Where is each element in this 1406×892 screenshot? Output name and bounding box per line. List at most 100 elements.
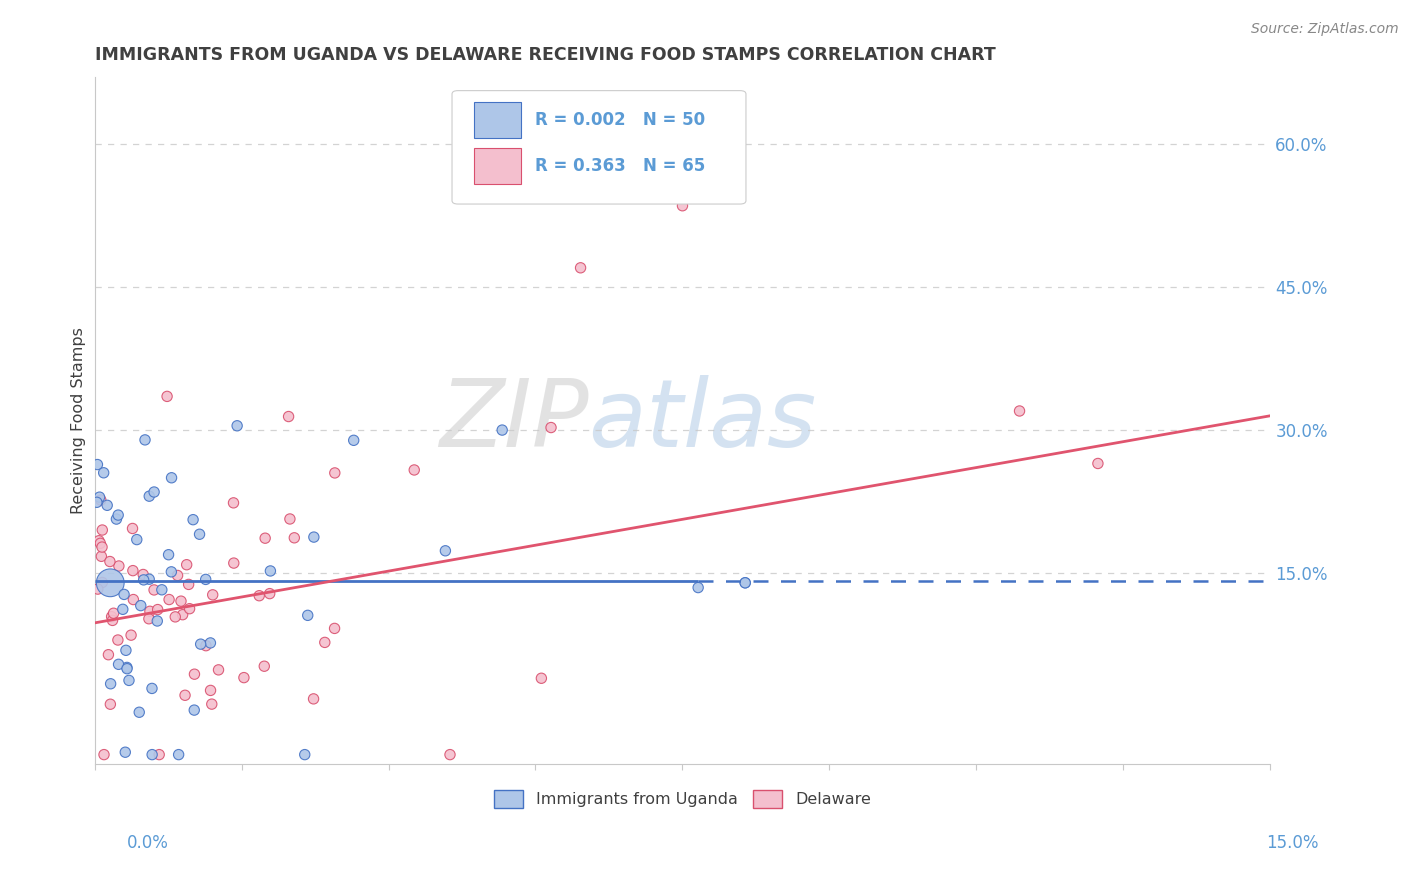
Point bbox=[129, 599, 152, 613]
Point bbox=[174, 688, 197, 702]
Point bbox=[323, 621, 346, 635]
Point bbox=[297, 608, 319, 623]
Point bbox=[89, 490, 111, 504]
Point bbox=[434, 543, 457, 558]
Point bbox=[283, 531, 305, 545]
Point bbox=[259, 564, 281, 578]
Point bbox=[115, 662, 138, 676]
Point bbox=[156, 389, 179, 403]
Point bbox=[688, 581, 710, 595]
Point bbox=[491, 423, 513, 437]
Point bbox=[404, 463, 426, 477]
Point bbox=[89, 536, 111, 550]
Point bbox=[1087, 457, 1109, 471]
Point bbox=[87, 582, 110, 596]
Point bbox=[314, 635, 336, 649]
Point bbox=[172, 607, 194, 622]
Point bbox=[93, 747, 115, 762]
Point bbox=[183, 667, 205, 681]
Point bbox=[122, 592, 145, 607]
Point bbox=[734, 575, 756, 590]
Point bbox=[112, 587, 135, 601]
Point bbox=[146, 614, 169, 628]
Point bbox=[179, 601, 201, 615]
Point bbox=[91, 540, 114, 554]
Point bbox=[122, 564, 145, 578]
Point bbox=[100, 609, 122, 624]
Point bbox=[188, 527, 211, 541]
Point bbox=[121, 521, 143, 535]
Point bbox=[166, 568, 188, 582]
Text: atlas: atlas bbox=[588, 375, 817, 466]
Point bbox=[96, 498, 118, 512]
Point bbox=[132, 573, 155, 587]
Point bbox=[132, 567, 155, 582]
Point bbox=[222, 556, 245, 570]
Text: R = 0.002   N = 50: R = 0.002 N = 50 bbox=[536, 112, 706, 129]
Point bbox=[247, 589, 270, 603]
Point bbox=[222, 496, 245, 510]
Point bbox=[91, 523, 114, 537]
Point bbox=[141, 747, 163, 762]
Point bbox=[157, 548, 180, 562]
Point bbox=[90, 493, 112, 508]
Point bbox=[200, 636, 222, 650]
Point bbox=[87, 533, 110, 548]
FancyBboxPatch shape bbox=[474, 148, 522, 184]
Point bbox=[108, 559, 131, 574]
Point bbox=[540, 420, 562, 434]
Point bbox=[302, 530, 325, 544]
Point bbox=[115, 660, 138, 674]
Point bbox=[167, 747, 190, 762]
Point bbox=[118, 673, 141, 688]
Point bbox=[190, 637, 212, 651]
Point bbox=[207, 663, 229, 677]
Text: 15.0%: 15.0% bbox=[1267, 834, 1319, 852]
Point bbox=[120, 628, 142, 642]
Point bbox=[253, 659, 276, 673]
Point bbox=[160, 471, 183, 485]
Point bbox=[259, 587, 281, 601]
FancyBboxPatch shape bbox=[474, 103, 522, 138]
Point bbox=[294, 747, 316, 762]
Point bbox=[103, 606, 125, 620]
Point bbox=[100, 677, 122, 691]
Point bbox=[194, 573, 217, 587]
Point bbox=[277, 409, 299, 424]
Point bbox=[93, 466, 115, 480]
Point bbox=[201, 697, 224, 711]
Point bbox=[107, 657, 129, 672]
Point bbox=[734, 575, 756, 590]
Point bbox=[139, 604, 162, 618]
Point bbox=[194, 639, 217, 653]
Point bbox=[278, 512, 301, 526]
Point bbox=[254, 531, 277, 545]
Point bbox=[183, 703, 205, 717]
Point bbox=[226, 418, 249, 433]
Point bbox=[176, 558, 198, 572]
Point bbox=[200, 683, 222, 698]
Point bbox=[157, 592, 180, 607]
Point bbox=[323, 466, 346, 480]
Text: 0.0%: 0.0% bbox=[127, 834, 169, 852]
Text: Source: ZipAtlas.com: Source: ZipAtlas.com bbox=[1251, 22, 1399, 37]
Point bbox=[128, 705, 150, 719]
Point bbox=[141, 681, 163, 696]
Point bbox=[671, 199, 693, 213]
Point bbox=[114, 745, 136, 759]
Point bbox=[97, 648, 120, 662]
Point bbox=[125, 533, 148, 547]
Point bbox=[134, 433, 156, 447]
Point bbox=[150, 582, 173, 597]
Point bbox=[98, 555, 121, 569]
Point bbox=[98, 575, 121, 590]
Point bbox=[232, 671, 254, 685]
Text: IMMIGRANTS FROM UGANDA VS DELAWARE RECEIVING FOOD STAMPS CORRELATION CHART: IMMIGRANTS FROM UGANDA VS DELAWARE RECEI… bbox=[94, 46, 995, 64]
Y-axis label: Receiving Food Stamps: Receiving Food Stamps bbox=[72, 327, 86, 514]
Point bbox=[181, 513, 204, 527]
Point bbox=[302, 691, 325, 706]
Point bbox=[201, 588, 224, 602]
Point bbox=[160, 565, 183, 579]
Point bbox=[148, 747, 170, 762]
Point bbox=[91, 575, 114, 590]
